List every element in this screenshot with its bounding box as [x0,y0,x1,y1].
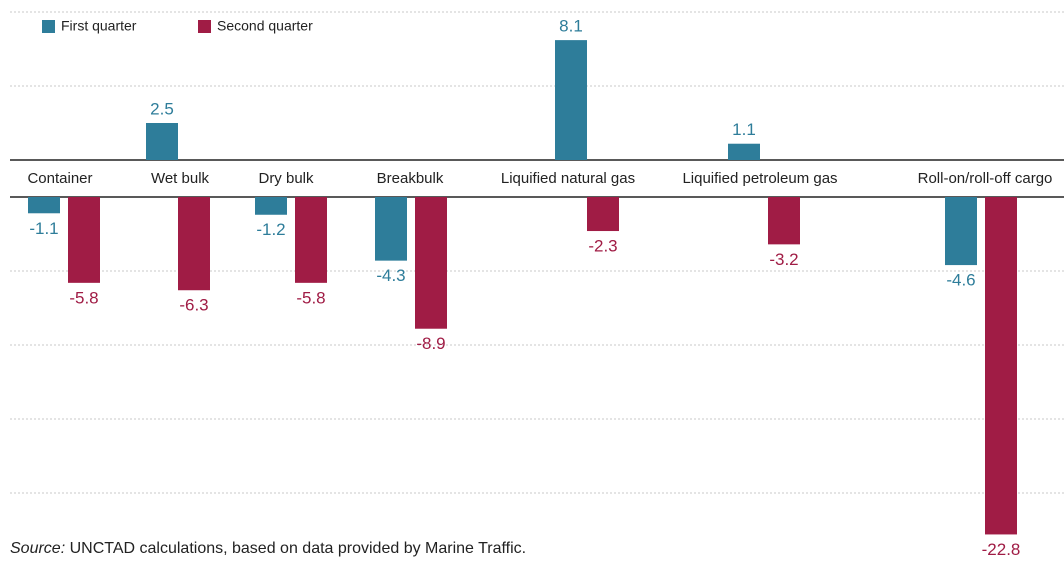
x-tick-label: Dry bulk [258,170,314,187]
x-tick-label: Breakbulk [377,170,444,187]
bar [768,197,800,245]
value-label: 2.5 [150,99,174,118]
bar [28,197,60,214]
value-label: -3.2 [769,250,798,269]
bar [945,197,977,266]
bar [587,197,619,232]
value-label: -6.3 [179,296,208,315]
value-label: -2.3 [588,237,617,256]
legend-label: First quarter [61,18,137,34]
source-text: UNCTAD calculations, based on data provi… [70,540,527,557]
bar [375,197,407,261]
bar [146,123,178,160]
value-label: -8.9 [416,334,445,353]
value-label: 8.1 [559,17,583,36]
value-label: -4.3 [376,266,405,285]
x-tick-label: Container [27,170,92,187]
bar [555,40,587,161]
source-note: Source: UNCTAD calculations, based on da… [10,540,526,557]
x-tick-label: Liquified natural gas [501,170,635,187]
legend-label: Second quarter [217,18,313,34]
bar [415,197,447,329]
value-label: -1.2 [256,220,285,239]
bar [728,143,760,160]
bar [68,197,100,283]
value-label: -22.8 [982,540,1021,559]
value-label: -4.6 [946,271,975,290]
x-tick-label: Liquified petroleum gas [682,170,837,187]
value-label: -1.1 [29,219,58,238]
value-label: 1.1 [732,120,756,139]
value-label: -5.8 [296,288,325,307]
legend-swatch [198,20,211,33]
source-label: Source: [10,540,65,557]
bar [985,197,1017,535]
x-tick-label: Roll-on/roll-off cargo [918,170,1053,187]
value-label: -5.8 [69,288,98,307]
bar [178,197,210,291]
bar [295,197,327,283]
legend-swatch [42,20,55,33]
x-tick-label: Wet bulk [151,170,210,187]
bar [255,197,287,215]
